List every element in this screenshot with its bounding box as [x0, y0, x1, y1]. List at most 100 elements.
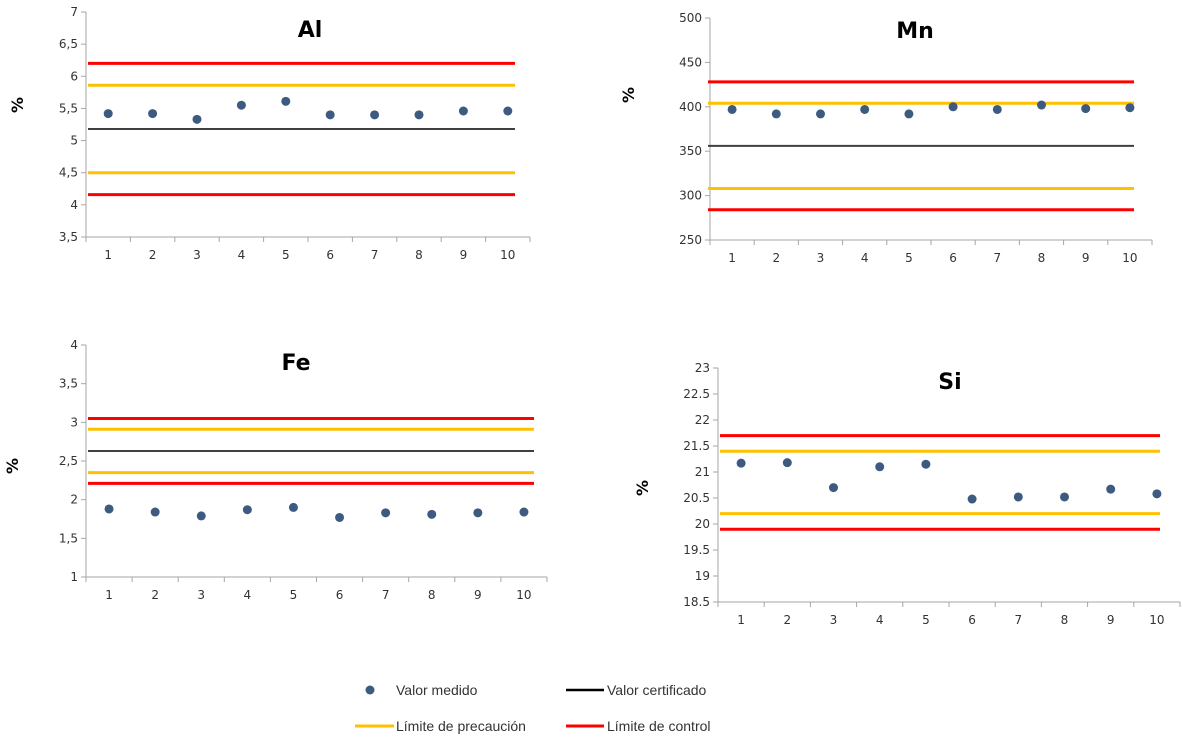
legend-measured-marker: [365, 685, 375, 695]
data-point: [992, 104, 1002, 114]
chart-title: Mn: [896, 19, 934, 44]
data-point: [736, 458, 746, 468]
data-point: [288, 502, 298, 512]
x-tick-label: 4: [238, 248, 246, 262]
x-tick-label: 9: [474, 588, 482, 602]
x-tick-label: 5: [922, 613, 930, 627]
x-tick-label: 1: [104, 248, 112, 262]
x-tick-label: 3: [193, 248, 201, 262]
x-tick-label: 2: [149, 248, 157, 262]
x-tick-label: 6: [326, 248, 334, 262]
chart-fe: 1 1,5 2 2,5 3 3,5 4 1 2 3 4 5 6 7 8 9 10 Fe%: [3, 338, 548, 602]
x-tick-label: 1: [105, 588, 113, 602]
chart-title: Fe: [281, 351, 310, 376]
y-tick-label: 19: [695, 569, 710, 583]
data-point: [727, 104, 737, 114]
data-point: [921, 459, 931, 469]
y-axis-label: %: [3, 458, 22, 474]
x-tick-label: 10: [500, 248, 515, 262]
data-point: [236, 100, 246, 110]
data-point: [1125, 103, 1135, 113]
y-axis-label: %: [8, 97, 27, 113]
data-point: [192, 114, 202, 124]
y-tick-label: 4: [70, 338, 78, 352]
x-tick-label: 2: [151, 588, 159, 602]
x-tick-label: 4: [876, 613, 884, 627]
x-tick-label: 10: [1122, 251, 1137, 265]
data-point: [816, 109, 825, 119]
data-point: [473, 508, 483, 518]
y-tick-label: 5,5: [59, 101, 78, 115]
data-point: [427, 509, 437, 519]
data-point: [1013, 492, 1023, 502]
y-tick-label: 3,5: [59, 377, 78, 391]
x-tick-label: 5: [905, 251, 913, 265]
x-tick-label: 3: [817, 251, 825, 265]
x-tick-label: 8: [1061, 613, 1069, 627]
x-tick-label: 9: [460, 248, 468, 262]
y-tick-label: 19.5: [683, 543, 710, 557]
data-point: [370, 110, 380, 120]
chart-al: 3,5 4 4,5 5 5,5 6 6,5 7 1 2 3 4 5 6 7 8 9 10 Al%: [8, 5, 531, 262]
y-tick-label: 1,5: [59, 531, 78, 545]
data-point: [503, 106, 513, 116]
data-point: [414, 110, 424, 120]
x-tick-label: 5: [282, 248, 290, 262]
y-tick-label: 3,5: [59, 230, 78, 244]
y-tick-label: 1: [70, 570, 78, 584]
x-tick-label: 3: [197, 588, 205, 602]
legend-control-label: Límite de control: [607, 718, 711, 734]
x-tick-label: 9: [1107, 613, 1115, 627]
data-point: [458, 106, 468, 116]
data-point: [519, 507, 529, 517]
data-point: [829, 483, 838, 493]
x-tick-label: 9: [1082, 251, 1090, 265]
legend: Valor medido Valor certificado Límite de…: [355, 682, 711, 734]
data-point: [875, 462, 885, 472]
y-tick-label: 2,5: [59, 454, 78, 468]
y-axis-label: %: [633, 480, 652, 496]
y-tick-label: 450: [679, 55, 702, 69]
data-point: [967, 494, 977, 504]
x-tick-label: 5: [290, 588, 298, 602]
x-tick-label: 4: [244, 588, 252, 602]
x-tick-label: 2: [772, 251, 780, 265]
y-tick-label: 23: [695, 361, 710, 375]
legend-measured-label: Valor medido: [396, 682, 478, 698]
y-tick-label: 21.5: [683, 439, 710, 453]
data-point: [104, 504, 114, 514]
chart-mn: 250 300 350 400 450 500 1 2 3 4 5 6 7 8 9 10 Mn%: [619, 11, 1153, 265]
data-point: [782, 458, 792, 468]
data-point: [242, 505, 252, 515]
y-tick-label: 4,5: [59, 166, 78, 180]
y-tick-label: 22: [695, 413, 710, 427]
x-tick-label: 6: [949, 251, 957, 265]
legend-warning-label: Límite de precaución: [396, 718, 526, 734]
y-tick-label: 5: [70, 134, 78, 148]
y-tick-label: 2: [70, 493, 78, 507]
x-tick-label: 8: [428, 588, 436, 602]
data-point: [150, 507, 160, 517]
legend-certified-label: Valor certificado: [607, 682, 707, 698]
y-tick-label: 3: [70, 415, 78, 429]
data-point: [860, 104, 870, 114]
data-point: [948, 102, 958, 112]
y-tick-label: 21: [695, 465, 710, 479]
x-tick-label: 6: [968, 613, 976, 627]
data-point: [904, 109, 914, 119]
data-point: [1152, 489, 1162, 499]
y-tick-label: 500: [679, 11, 702, 25]
data-point: [1060, 492, 1069, 502]
x-tick-label: 7: [993, 251, 1001, 265]
data-point: [281, 96, 291, 106]
data-point: [771, 109, 781, 119]
data-point: [1106, 484, 1116, 494]
x-tick-label: 7: [371, 248, 379, 262]
y-tick-label: 6: [70, 69, 78, 83]
x-tick-label: 10: [1149, 613, 1164, 627]
x-tick-label: 7: [382, 588, 390, 602]
data-point: [335, 512, 345, 522]
x-tick-label: 7: [1014, 613, 1022, 627]
